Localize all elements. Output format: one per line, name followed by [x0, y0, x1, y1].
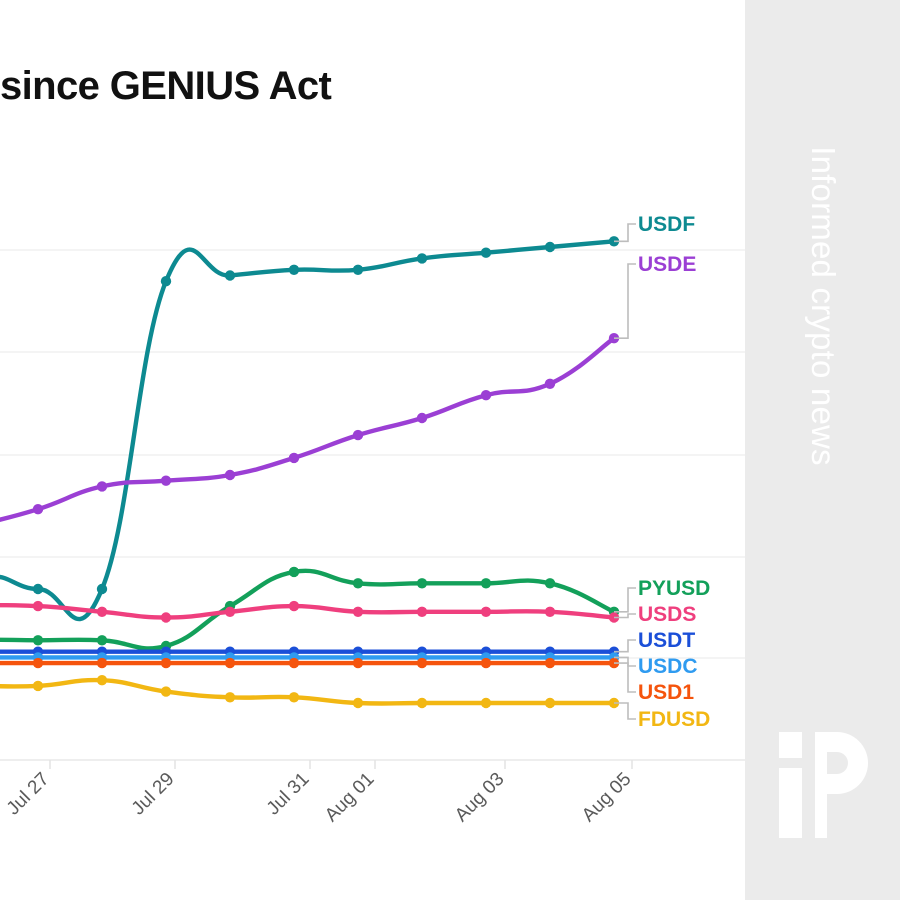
- branding-panel: Informed crypto news: [745, 0, 900, 900]
- svg-text:Jul 27: Jul 27: [3, 769, 54, 820]
- legend-label-usd1[interactable]: USD1: [638, 681, 695, 704]
- series-line-usde: [0, 336, 617, 522]
- legend-label-pyusd[interactable]: PYUSD: [638, 577, 711, 600]
- series-line-fdusd: [0, 677, 617, 706]
- legend-label-fdusd[interactable]: FDUSD: [638, 708, 711, 731]
- svg-text:Aug 05: Aug 05: [578, 769, 635, 826]
- legend-label-usdt[interactable]: USDT: [638, 629, 696, 652]
- legend-label-usdc[interactable]: USDC: [638, 655, 698, 678]
- legend-label-usde[interactable]: USDE: [638, 253, 697, 276]
- watermark-tagline: Informed crypto news: [804, 146, 842, 466]
- svg-text:Jul 31: Jul 31: [263, 769, 314, 820]
- series-line-usds: [0, 602, 617, 620]
- series-line-usdf: [0, 239, 617, 622]
- legend-label-usds[interactable]: USDS: [638, 603, 697, 626]
- svg-text:Aug 03: Aug 03: [451, 769, 508, 826]
- legend-label-usdf[interactable]: USDF: [638, 213, 696, 236]
- svg-text:Aug 01: Aug 01: [321, 769, 378, 826]
- chart-title: since GENIUS Act: [0, 64, 332, 108]
- chart-plot-area: Jul 27 Jul 29 Jul 31 Aug 01 Aug 03 Aug 05: [0, 223, 745, 826]
- ip-logo-icon: [778, 732, 868, 838]
- series-line-pyusd: [0, 568, 617, 651]
- svg-text:Jul 29: Jul 29: [128, 769, 179, 820]
